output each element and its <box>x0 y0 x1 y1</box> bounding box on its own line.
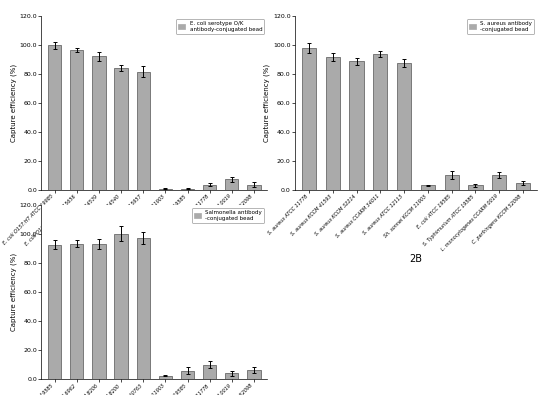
Bar <box>247 370 261 379</box>
Bar <box>181 189 194 190</box>
Bar <box>302 48 316 190</box>
Bar <box>159 376 172 379</box>
Bar <box>492 175 506 190</box>
Bar <box>247 184 261 190</box>
Bar <box>445 175 459 190</box>
Y-axis label: Capture efficiency (%): Capture efficiency (%) <box>10 64 17 142</box>
Bar <box>115 68 128 190</box>
Bar <box>137 238 150 379</box>
Bar <box>181 371 194 379</box>
Bar <box>70 244 83 379</box>
Bar <box>203 184 217 190</box>
X-axis label: 2B: 2B <box>409 254 423 264</box>
Bar <box>225 179 239 190</box>
Bar <box>159 189 172 190</box>
X-axis label: 2A: 2A <box>148 254 161 264</box>
Bar <box>421 185 435 190</box>
Bar <box>225 373 239 379</box>
Bar <box>137 71 150 190</box>
Bar <box>468 185 483 190</box>
Legend: E. coli serotype O/K
antibody-conjugated bead: E. coli serotype O/K antibody-conjugated… <box>176 19 264 34</box>
Bar <box>48 45 61 190</box>
Bar <box>373 54 387 190</box>
Bar <box>203 365 217 379</box>
Bar <box>92 244 106 379</box>
Bar <box>92 56 106 190</box>
Bar <box>115 233 128 379</box>
Bar <box>48 245 61 379</box>
Bar <box>70 50 83 190</box>
Bar <box>349 61 364 190</box>
Y-axis label: Capture efficiency (%): Capture efficiency (%) <box>264 64 270 142</box>
Y-axis label: Capture efficiency (%): Capture efficiency (%) <box>10 253 17 331</box>
Bar <box>397 63 411 190</box>
Legend: S. aureus antibody
-conjugated bead: S. aureus antibody -conjugated bead <box>467 19 534 34</box>
Bar <box>326 57 340 190</box>
Bar <box>516 183 530 190</box>
Legend: Salmonella antibody
-conjugated bead: Salmonella antibody -conjugated bead <box>192 208 264 224</box>
